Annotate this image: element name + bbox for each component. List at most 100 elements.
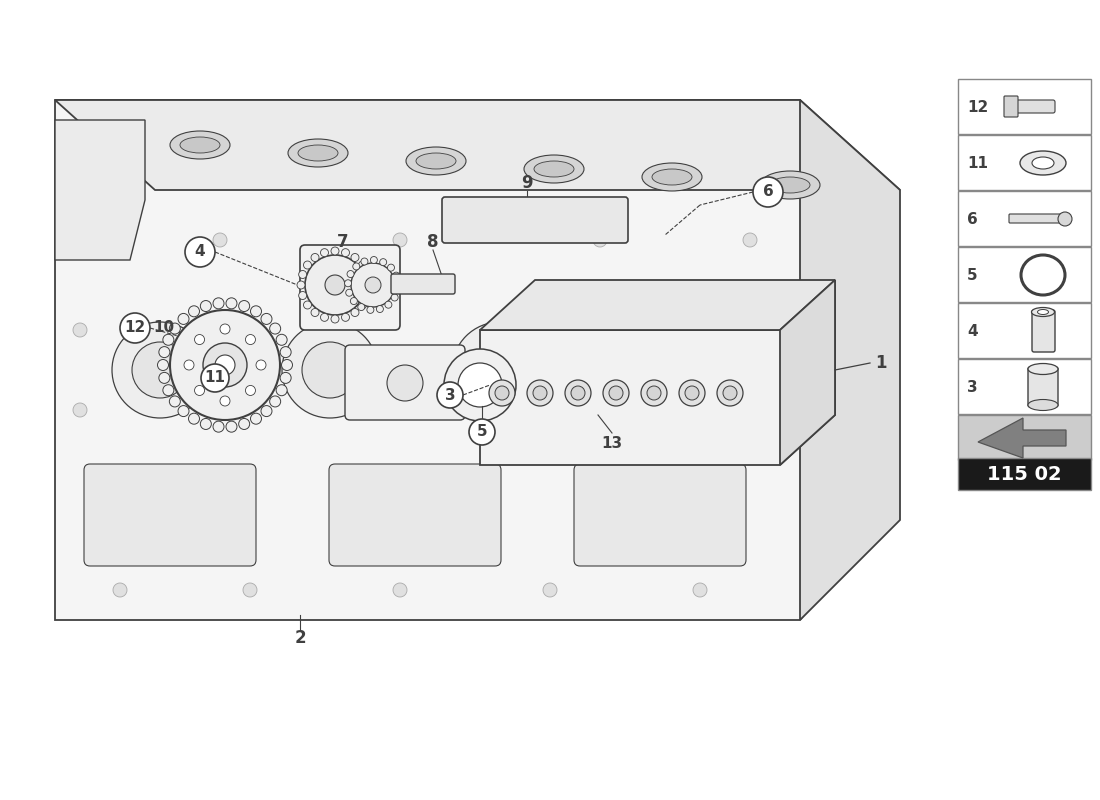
FancyBboxPatch shape xyxy=(958,79,1091,134)
Circle shape xyxy=(331,247,339,255)
FancyBboxPatch shape xyxy=(958,135,1091,190)
FancyBboxPatch shape xyxy=(300,245,400,330)
Text: 6: 6 xyxy=(967,211,978,226)
Circle shape xyxy=(763,443,777,457)
Circle shape xyxy=(490,380,515,406)
Circle shape xyxy=(169,323,180,334)
Circle shape xyxy=(214,355,235,375)
Polygon shape xyxy=(55,100,900,190)
Ellipse shape xyxy=(770,177,810,193)
Circle shape xyxy=(213,233,227,247)
Polygon shape xyxy=(780,280,835,465)
FancyBboxPatch shape xyxy=(345,345,465,420)
FancyBboxPatch shape xyxy=(958,415,1091,460)
FancyBboxPatch shape xyxy=(574,464,746,566)
Circle shape xyxy=(276,385,287,396)
Circle shape xyxy=(693,583,707,597)
Circle shape xyxy=(1058,212,1072,226)
FancyBboxPatch shape xyxy=(1028,367,1058,407)
Text: europes: europes xyxy=(112,251,627,509)
FancyBboxPatch shape xyxy=(1004,96,1018,117)
Text: 7: 7 xyxy=(338,233,349,251)
FancyBboxPatch shape xyxy=(329,464,500,566)
Circle shape xyxy=(178,314,189,325)
Circle shape xyxy=(458,363,502,407)
Circle shape xyxy=(132,342,188,398)
Ellipse shape xyxy=(642,163,702,191)
Ellipse shape xyxy=(1020,151,1066,175)
Circle shape xyxy=(239,301,250,311)
Circle shape xyxy=(178,406,189,417)
Text: 12: 12 xyxy=(124,321,145,335)
Circle shape xyxy=(444,349,516,421)
Circle shape xyxy=(299,270,307,278)
Circle shape xyxy=(120,313,150,343)
Circle shape xyxy=(297,281,305,289)
Circle shape xyxy=(367,306,374,314)
Circle shape xyxy=(185,237,214,267)
Text: 115 02: 115 02 xyxy=(987,465,1062,483)
Circle shape xyxy=(304,301,311,309)
Circle shape xyxy=(163,385,174,396)
Ellipse shape xyxy=(1028,363,1058,374)
Circle shape xyxy=(534,386,547,400)
Circle shape xyxy=(251,306,262,317)
Circle shape xyxy=(184,360,194,370)
Circle shape xyxy=(270,396,280,407)
Text: 9: 9 xyxy=(521,174,532,192)
Polygon shape xyxy=(800,100,900,620)
Ellipse shape xyxy=(180,137,220,153)
Circle shape xyxy=(353,263,360,270)
Circle shape xyxy=(270,323,280,334)
Text: 13: 13 xyxy=(602,435,623,450)
Circle shape xyxy=(437,382,463,408)
Text: 12: 12 xyxy=(967,99,988,114)
Text: 6: 6 xyxy=(762,185,773,199)
Circle shape xyxy=(359,261,366,269)
Circle shape xyxy=(495,386,509,400)
Circle shape xyxy=(311,254,319,262)
Ellipse shape xyxy=(1037,310,1048,314)
Circle shape xyxy=(365,277,381,293)
FancyBboxPatch shape xyxy=(1032,310,1055,352)
Circle shape xyxy=(201,364,229,392)
Ellipse shape xyxy=(1032,157,1054,169)
Ellipse shape xyxy=(406,147,466,175)
Ellipse shape xyxy=(416,153,456,169)
Circle shape xyxy=(73,323,87,337)
Circle shape xyxy=(305,255,365,315)
Circle shape xyxy=(527,380,553,406)
Circle shape xyxy=(393,233,407,247)
Polygon shape xyxy=(978,418,1066,458)
Text: 5: 5 xyxy=(967,267,978,282)
Ellipse shape xyxy=(1032,307,1055,317)
Circle shape xyxy=(395,282,402,289)
Circle shape xyxy=(754,177,783,207)
Circle shape xyxy=(195,334,205,345)
Circle shape xyxy=(73,403,87,417)
Text: a passion for parts since 1985: a passion for parts since 1985 xyxy=(96,362,585,549)
Polygon shape xyxy=(480,280,835,465)
FancyBboxPatch shape xyxy=(442,197,628,243)
Circle shape xyxy=(344,280,352,286)
Circle shape xyxy=(158,372,169,383)
Circle shape xyxy=(543,583,557,597)
Circle shape xyxy=(371,257,377,263)
Circle shape xyxy=(113,583,127,597)
Circle shape xyxy=(376,306,384,313)
Ellipse shape xyxy=(652,169,692,185)
FancyBboxPatch shape xyxy=(958,247,1091,302)
Circle shape xyxy=(213,421,224,432)
Text: 8: 8 xyxy=(427,233,439,251)
Circle shape xyxy=(363,270,372,278)
Ellipse shape xyxy=(534,161,574,177)
Circle shape xyxy=(113,233,127,247)
Circle shape xyxy=(685,386,698,400)
Circle shape xyxy=(311,309,319,317)
Text: 11: 11 xyxy=(967,155,988,170)
Circle shape xyxy=(226,421,236,432)
Circle shape xyxy=(365,281,373,289)
Circle shape xyxy=(392,294,398,301)
Ellipse shape xyxy=(760,171,820,199)
Circle shape xyxy=(163,334,174,346)
